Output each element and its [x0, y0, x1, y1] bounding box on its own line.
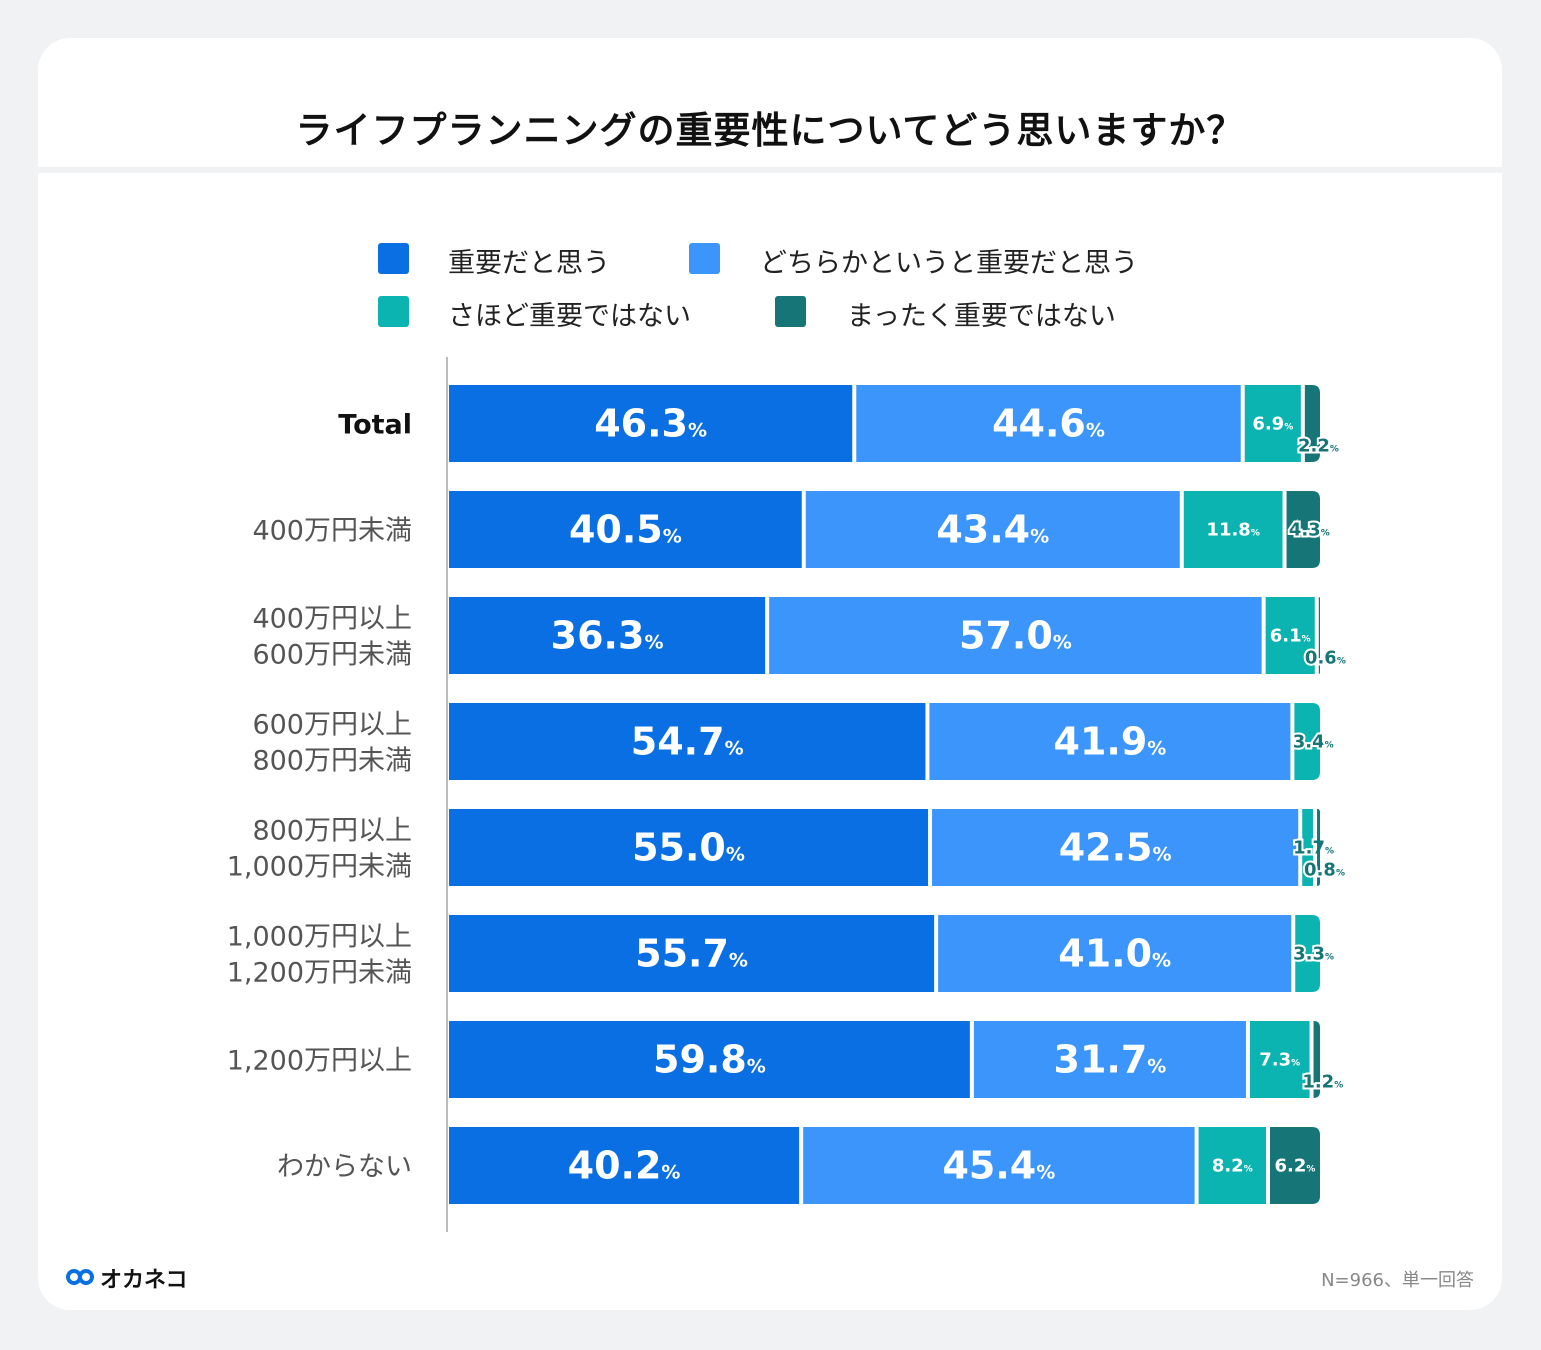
data-label: 3.4%	[1293, 732, 1334, 753]
category-label: 1,000万円以上 1,200万円未満	[227, 922, 412, 989]
bar-segment	[769, 597, 1262, 674]
data-label: 31.7%	[1054, 1038, 1167, 1082]
bar-segment	[1302, 809, 1314, 886]
data-label: 1.7%	[1293, 838, 1334, 859]
data-label: 6.2%	[1275, 1156, 1316, 1177]
data-label: 57.0%	[959, 614, 1072, 658]
data-label: 45.4%	[942, 1144, 1055, 1188]
bar-segment	[449, 597, 766, 674]
data-label: 11.8%	[1206, 520, 1259, 541]
data-label: 0.8%	[1304, 860, 1345, 881]
category-label: 1,200万円以上	[227, 1046, 412, 1077]
category-label: 400万円未満	[252, 516, 412, 547]
bar-segment	[449, 1021, 970, 1098]
data-label: 42.5%	[1059, 826, 1172, 870]
sample-note: N=966、単一回答	[1321, 1270, 1474, 1291]
bar-segment	[1313, 1021, 1320, 1098]
data-label: 0.6%	[1305, 648, 1346, 669]
data-label: 41.9%	[1054, 720, 1167, 764]
legend-label-4: まったく重要ではない	[847, 301, 1116, 332]
bar-segment	[1317, 809, 1320, 886]
data-label: 59.8%	[653, 1038, 766, 1082]
bar-segment	[856, 385, 1241, 462]
legend-label-3: さほど重要ではない	[448, 301, 691, 332]
legend-label-2: どちらかというと重要だと思う	[760, 248, 1138, 279]
chart-card: ライフプランニングの重要性についてどう思いますか？ 重要だと思う どちらかという…	[38, 38, 1502, 1310]
data-label: 44.6%	[992, 402, 1105, 446]
brand-logo: オカネコ	[66, 1262, 188, 1294]
bar-segment	[938, 915, 1292, 992]
legend-label-1: 重要だと思う	[448, 248, 610, 279]
bar-segment	[1244, 385, 1301, 462]
logo-icon	[66, 1269, 94, 1285]
legend-swatch-3	[378, 296, 409, 327]
data-label: 43.4%	[936, 508, 1049, 552]
category-label: 800万円以上 1,000万円未満	[227, 816, 412, 883]
bar-segment	[1304, 385, 1320, 462]
bar-segment	[1269, 1127, 1320, 1204]
chart-title: ライフプランニングの重要性についてどう思いますか？	[295, 109, 1245, 152]
data-label: 2.2%	[1298, 436, 1339, 457]
data-label: 6.9%	[1252, 414, 1293, 435]
bar-segment	[1183, 491, 1283, 568]
brand-name: オカネコ	[100, 1268, 188, 1293]
bar-segment	[1198, 1127, 1266, 1204]
category-label: 400万円以上 600万円未満	[252, 604, 412, 671]
data-label: 41.0%	[1058, 932, 1171, 976]
divider	[38, 167, 1502, 173]
data-label: 46.3%	[594, 402, 707, 446]
bar-segment	[1265, 597, 1315, 674]
bar-segment	[973, 1021, 1246, 1098]
category-label: Total	[338, 410, 412, 441]
bar-segment	[449, 703, 926, 780]
data-label: 55.0%	[632, 826, 745, 870]
bar-segment	[1295, 915, 1320, 992]
legend-swatch-2	[689, 243, 720, 274]
data-label: 8.2%	[1212, 1156, 1253, 1177]
data-label: 40.5%	[569, 508, 682, 552]
category-label: 600万円以上 800万円未満	[252, 710, 412, 777]
bar-segment	[449, 809, 929, 886]
bar-segment	[1286, 491, 1320, 568]
data-label: 36.3%	[551, 614, 664, 658]
data-label: 55.7%	[635, 932, 748, 976]
data-label: 54.7%	[631, 720, 744, 764]
bar-segment	[449, 385, 853, 462]
data-label: 4.3%	[1289, 520, 1330, 541]
bar-segment	[803, 1127, 1195, 1204]
bar-segment	[805, 491, 1180, 568]
bar-segment	[1249, 1021, 1310, 1098]
data-label: 7.3%	[1259, 1050, 1300, 1071]
data-label: 6.1%	[1270, 626, 1311, 647]
bar-plot: Total 46.3% 44.6% 6.9%2.2% 400万円未満 40.5% 43.4%…	[227, 357, 1348, 1232]
data-label: 3.3%	[1293, 944, 1334, 965]
legend-swatch-4	[775, 296, 806, 327]
data-label: 1.2%	[1302, 1072, 1343, 1093]
legend-swatch-1	[378, 243, 409, 274]
bar-segment	[449, 491, 802, 568]
bar-segment	[1318, 597, 1320, 674]
category-label: わからない	[277, 1152, 412, 1183]
bar-segment	[1294, 703, 1320, 780]
data-label: 40.2%	[568, 1144, 681, 1188]
bar-segment	[932, 809, 1299, 886]
bar-segment	[449, 1127, 800, 1204]
bar-segment	[449, 915, 935, 992]
bar-segment	[929, 703, 1291, 780]
